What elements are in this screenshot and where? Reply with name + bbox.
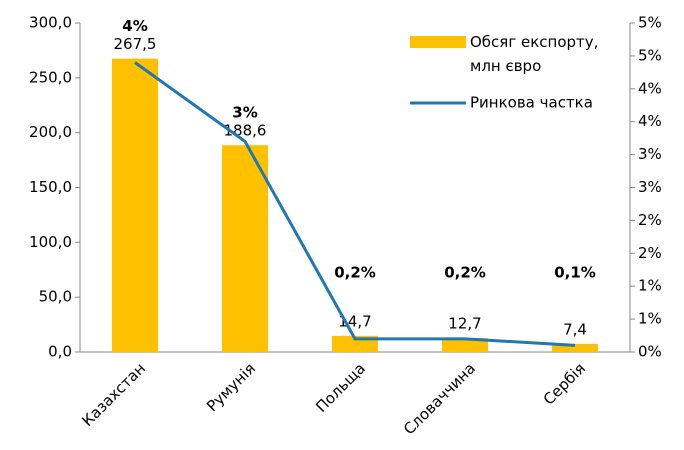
legend-label: Ринкова частка [470,94,593,112]
y-tick-label: 300,0 [29,14,72,32]
line-value-label: 0,2% [334,264,376,282]
bar-value-label: 267,5 [114,35,157,53]
y-tick-label: 0,0 [48,343,72,361]
y2-tick-label: 2% [638,244,662,262]
y2-tick-label: 4% [638,112,662,130]
x-tick-label: Сербія [540,359,589,408]
legend-label: Обсяг експорту, млн євро [470,33,598,75]
x-tick-label: Словаччина [400,359,479,438]
y2-tick-label: 0% [638,343,662,361]
y2-tick-label: 4% [638,79,662,97]
y2-tick-label: 5% [638,14,662,32]
line [134,61,576,347]
y2-tick-label: 1% [638,310,662,328]
y2-tick-label: 3% [638,178,662,196]
line-value-label: 0,2% [444,264,486,282]
x-tick-label: Румунія [203,359,259,415]
bar-value-label: 7,4 [563,320,587,338]
y-tick-label: 100,0 [29,233,72,251]
line-value-label: 4% [122,17,147,35]
y-tick-label: 150,0 [29,178,72,196]
legend-swatch [410,36,466,48]
x-tick-label: Польща [312,359,369,416]
y2-tick-label: 1% [638,277,662,295]
y2-tick-label: 2% [638,211,662,229]
bar [112,58,158,353]
bar [442,338,488,352]
bar [552,343,598,352]
y2-tick-label: 5% [638,46,662,64]
y-tick-label: 200,0 [29,123,72,141]
y-tick-label: 250,0 [29,68,72,86]
bar-value-label: 12,7 [448,315,481,333]
bar [222,145,268,352]
y-tick-label: 50,0 [39,288,72,306]
line-value-label: 0,1% [554,264,596,282]
y2-tick-label: 3% [638,145,662,163]
x-tick-label: Казахстан [78,359,149,430]
line-value-label: 3% [232,104,257,122]
